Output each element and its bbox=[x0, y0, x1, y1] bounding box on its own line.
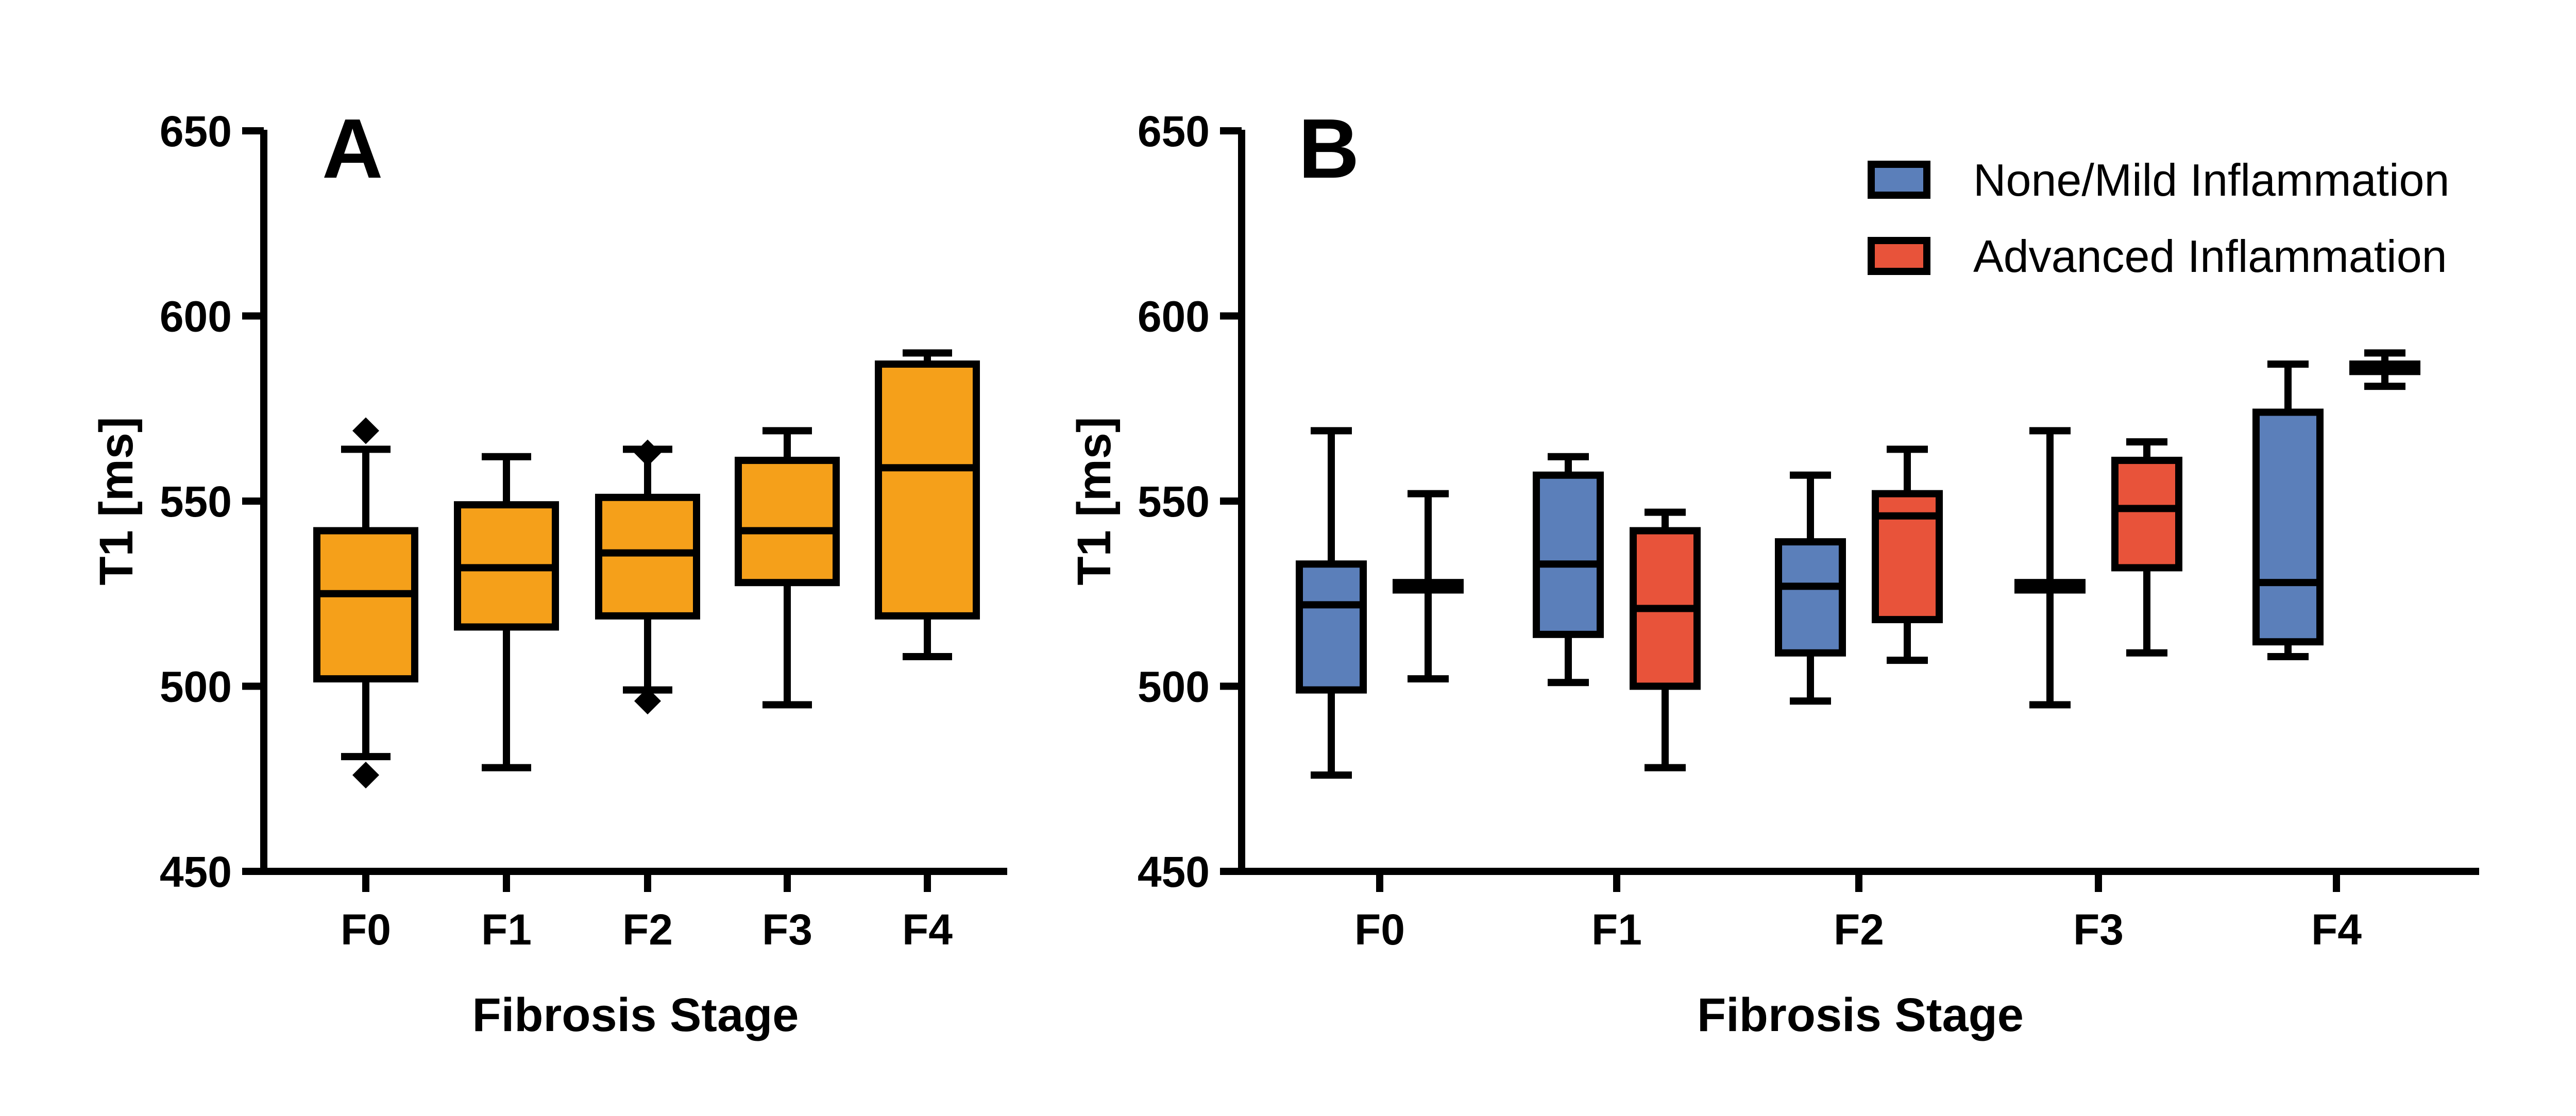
iqr-box bbox=[2252, 408, 2324, 646]
x-tick-label: F3 bbox=[2073, 905, 2124, 954]
outlier-point bbox=[352, 762, 379, 789]
box-plot-f1-advanced bbox=[1630, 508, 1701, 771]
outlier-point bbox=[634, 439, 661, 467]
box-plot-f2-none-mild bbox=[1775, 471, 1846, 705]
legend-item-none-mild: None/Mild Inflammation bbox=[1868, 154, 2449, 205]
legend-label: None/Mild Inflammation bbox=[1973, 154, 2449, 205]
box-plot-f0-advanced bbox=[1393, 490, 1464, 683]
x-axis-title: Fibrosis Stage bbox=[472, 989, 799, 1041]
x-tick-label: F1 bbox=[1591, 905, 1642, 954]
iqr-box bbox=[735, 456, 840, 587]
x-tick-label: F4 bbox=[902, 905, 953, 954]
y-tick-label: 450 bbox=[1138, 848, 1210, 896]
y-tick-label: 450 bbox=[160, 848, 232, 896]
legend-swatch bbox=[1868, 237, 1930, 275]
y-tick-label: 550 bbox=[160, 477, 232, 526]
panel-label: A bbox=[322, 101, 383, 196]
y-tick-label: 650 bbox=[160, 107, 232, 156]
x-tick-label: F2 bbox=[622, 905, 673, 954]
box-plot-f0-none-mild bbox=[1296, 427, 1367, 779]
y-tick-label: 500 bbox=[1138, 663, 1210, 711]
y-tick-label: 500 bbox=[160, 663, 232, 711]
x-tick-label: F0 bbox=[341, 905, 391, 954]
legend: None/Mild Inflammation Advanced Inflammat… bbox=[1868, 154, 2449, 282]
iqr-box bbox=[875, 360, 980, 620]
box-plot-f4 bbox=[875, 349, 980, 660]
box-plot-f4-advanced bbox=[2349, 349, 2420, 390]
legend-label: Advanced Inflammation bbox=[1973, 231, 2447, 282]
x-tick-label: F0 bbox=[1354, 905, 1405, 954]
box-plot-f4-none-mild bbox=[2252, 360, 2324, 660]
box-plot-f3-advanced bbox=[2111, 438, 2182, 657]
iqr-box bbox=[595, 493, 700, 620]
x-tick-label: F2 bbox=[1834, 905, 1884, 954]
x-tick-label: F1 bbox=[481, 905, 532, 954]
outlier-point bbox=[352, 417, 379, 444]
legend-swatch bbox=[1868, 161, 1930, 199]
panel-a-chart: 450 500 550 600 650 F0 F1 F2 F3 F4 Fibrosis Stage T… bbox=[90, 101, 1007, 1041]
y-tick-label: 600 bbox=[1138, 293, 1210, 341]
box-plot-f3-none-mild bbox=[2014, 427, 2086, 709]
y-axis-title: T1 [ms] bbox=[1068, 417, 1121, 585]
box-plot-f1-none-mild bbox=[1533, 453, 1604, 686]
x-tick-label: F4 bbox=[2311, 905, 2362, 954]
box-plot-f2 bbox=[595, 439, 700, 715]
iqr-box bbox=[1296, 560, 1367, 694]
x-axis-title: Fibrosis Stage bbox=[1697, 989, 2024, 1041]
y-tick-label: 650 bbox=[1138, 107, 1210, 156]
y-tick-label: 600 bbox=[160, 293, 232, 341]
box-plot-f0 bbox=[313, 417, 418, 789]
panel-label: B bbox=[1298, 101, 1359, 196]
legend-item-advanced: Advanced Inflammation bbox=[1868, 231, 2447, 282]
iqr-box bbox=[2111, 456, 2182, 572]
y-axis-title: T1 [ms] bbox=[90, 417, 143, 585]
box-plot-f3 bbox=[735, 427, 840, 709]
box-plot-f2-advanced bbox=[1872, 445, 1943, 664]
outlier-point bbox=[634, 688, 661, 715]
y-tick-label: 550 bbox=[1138, 477, 1210, 526]
iqr-box bbox=[1775, 538, 1846, 657]
box-plot-f1 bbox=[454, 453, 559, 771]
iqr-box bbox=[313, 527, 418, 683]
panel-b-chart: 450 500 550 600 650 F0 F1 F2 F3 F4 Fibrosis Stage T… bbox=[1068, 101, 2479, 1041]
x-tick-label: F3 bbox=[762, 905, 812, 954]
iqr-box bbox=[1533, 471, 1604, 638]
